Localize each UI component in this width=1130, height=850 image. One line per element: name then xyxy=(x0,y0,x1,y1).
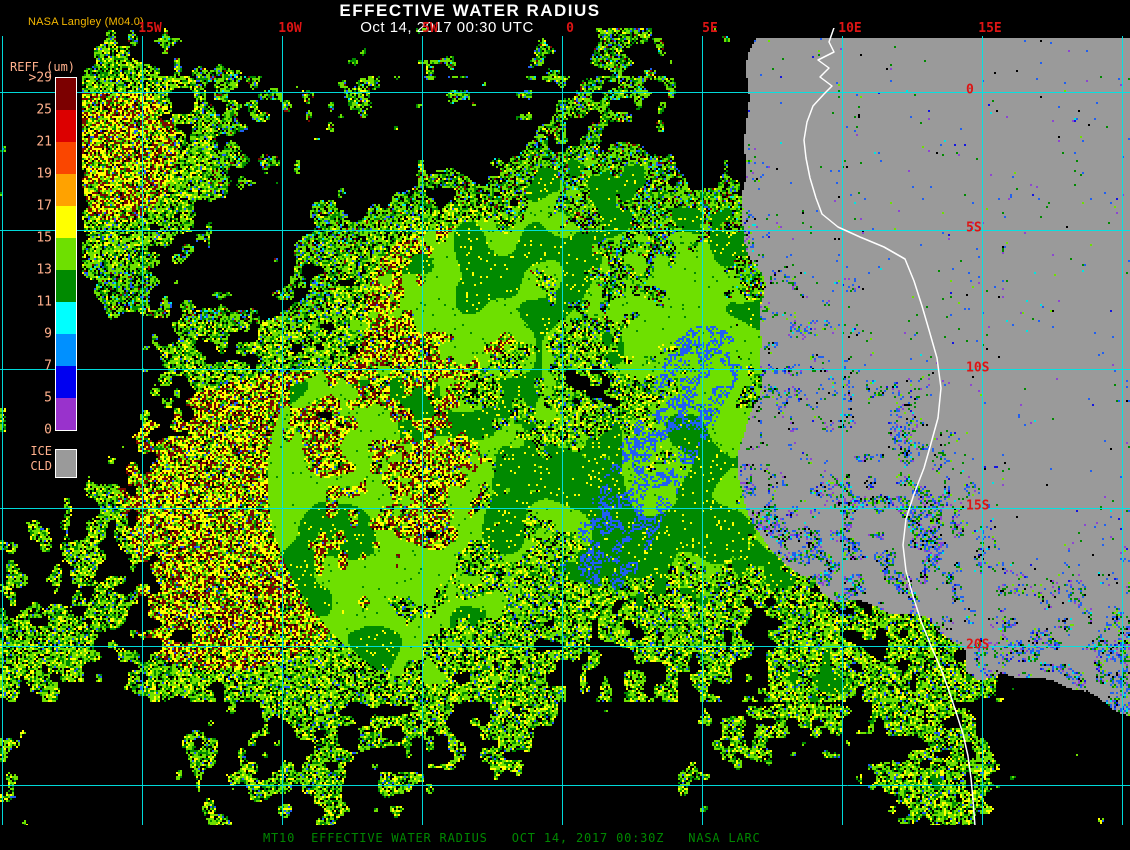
lat-label: 0 xyxy=(966,82,974,98)
legend-tick-label: 21 xyxy=(36,134,52,150)
ice-cloud-label-line2: CLD xyxy=(30,459,52,473)
lon-label: 10W xyxy=(278,21,302,36)
legend-color-bar xyxy=(55,77,77,431)
legend-bar-segment xyxy=(56,174,76,206)
legend-bar-segment xyxy=(56,110,76,142)
legend-tick-label: 7 xyxy=(44,358,52,374)
legend-bar-segment xyxy=(56,206,76,238)
lon-label: 5W xyxy=(422,21,438,36)
lat-label: 20S xyxy=(966,637,990,653)
legend-tick-label: 11 xyxy=(36,294,52,310)
legend-tick-label: 25 xyxy=(36,102,52,118)
legend: REFF (um) >29 25 21 19 17 15 13 11 9 7 5 0 ICE CLD xyxy=(0,0,100,500)
lon-label: 5E xyxy=(702,21,718,36)
lat-label: 15S xyxy=(966,498,990,514)
legend-tick-label: 19 xyxy=(36,166,52,182)
legend-tick-label: 5 xyxy=(44,390,52,406)
legend-tick-label: 17 xyxy=(36,198,52,214)
legend-tick-label: 9 xyxy=(44,326,52,342)
product-title: EFFECTIVE WATER RADIUS xyxy=(339,1,601,20)
lat-label: 10S xyxy=(966,360,990,376)
legend-bar-segment xyxy=(56,302,76,334)
lon-label: 15W xyxy=(138,21,162,36)
timestamp: Oct 14, 2017 00:30 UTC xyxy=(360,19,534,36)
ice-cloud-swatch xyxy=(55,449,77,478)
legend-bar-segment xyxy=(56,398,76,430)
lat-label: 5S xyxy=(966,220,982,236)
legend-tick-label: 13 xyxy=(36,262,52,278)
legend-bar-segment xyxy=(56,270,76,302)
legend-tick-label: 15 xyxy=(36,230,52,246)
status-bar: MT10 EFFECTIVE WATER RADIUS OCT 14, 2017… xyxy=(263,831,761,845)
legend-bar-segment xyxy=(56,78,76,110)
legend-bar-segment xyxy=(56,142,76,174)
legend-tick-label: >29 xyxy=(28,70,52,86)
legend-bar-segment xyxy=(56,334,76,366)
legend-tick-label: 0 xyxy=(44,422,52,438)
brand-label: NASA Langley (M04.0) xyxy=(28,16,144,28)
legend-bar-segment xyxy=(56,366,76,398)
legend-title: REFF (um) xyxy=(10,60,76,74)
lon-label: 0 xyxy=(566,21,574,36)
legend-bar-segment xyxy=(56,238,76,270)
ice-cloud-label-line1: ICE xyxy=(30,444,52,458)
lon-label: 10E xyxy=(838,21,862,36)
lon-label: 15E xyxy=(978,21,1002,36)
satellite-map-canvas xyxy=(0,28,1130,825)
